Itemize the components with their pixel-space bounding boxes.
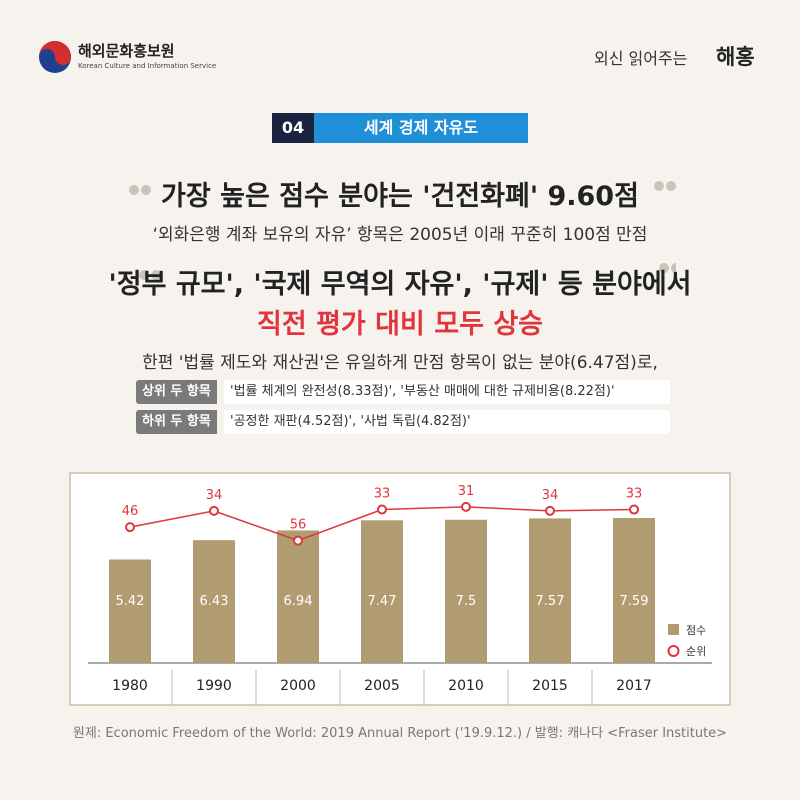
tag-key: 하위 두 항목 [136,410,217,434]
bar-value-label: 7.59 [620,594,649,609]
rank-point [293,535,303,546]
bar-value-label: 7.57 [536,594,565,609]
bar [361,520,403,663]
rank-label: 33 [626,487,643,502]
legend-label: 점수 [686,624,706,637]
badge-title: 세계 경제 자유도 [314,113,528,143]
x-tick-label: 2010 [448,678,484,694]
bar [193,540,235,663]
source: 원제: Economic Freedom of the World: 2019 … [72,726,728,741]
bar [445,519,487,663]
rank-label: 34 [542,488,559,503]
note: 한편 '법률 제도와 재산권'은 유일하게 만점 항목이 없는 분야(6.47점… [142,353,658,373]
badge-number: 04 [272,113,314,143]
rank-label: 46 [122,504,139,519]
x-tick-label: 2017 [616,678,652,694]
quote2-line2: 직전 평가 대비 모두 상승 [257,309,543,340]
quote-marks [129,181,676,280]
rank-label: 34 [206,488,223,503]
rank-label: 33 [374,487,391,502]
legend-label: 순위 [686,645,706,658]
bar [109,559,151,663]
bar-value-label: 6.94 [284,594,313,609]
rank-point [461,501,471,512]
x-tick-label: 2005 [364,678,400,694]
tag-value: '법률 체계의 완전성(8.33점)', '부동산 매매에 대한 규제비용(8.… [224,380,670,404]
quote1-headline: 가장 높은 점수 분야는 '건전화폐' 9.60점 [161,181,639,212]
x-tick-label: 1980 [112,678,148,694]
x-tick-label: 1990 [196,678,232,694]
rank-point [209,505,219,516]
legend-swatch [667,645,680,657]
legend-swatch [668,624,679,635]
rank-point [629,504,639,515]
bar-value-label: 5.42 [116,594,145,609]
rank-point [545,505,555,516]
bar [529,518,571,663]
bar-value-label: 7.5 [456,594,477,609]
quote2-line1: '정부 규모', '국제 무역의 자유', '규제' 등 분야에서 [108,269,692,300]
rank-label: 56 [290,518,307,533]
x-tick-label: 2000 [280,678,316,694]
quote1-sub: ‘외화은행 계좌 보유의 자유’ 항목은 2005년 이래 꾸준히 100점 만… [152,225,648,245]
x-tick-label: 2015 [532,678,568,694]
series-brand: 해홍 [716,45,755,69]
org-en: Korean Culture and Information Service [78,62,217,70]
rank-point [377,504,387,515]
tag-value: '공정한 재판(4.52점)', '사법 독립(4.82점)' [224,410,670,434]
series-name: 외신 읽어주는 [594,49,688,68]
logo [39,41,71,73]
rank-point [125,522,135,533]
tag-key: 상위 두 항목 [136,380,217,404]
bar [277,530,319,663]
org: 해외문화홍보원 [78,42,175,60]
rank-label: 31 [458,484,475,499]
bar-value-label: 6.43 [200,594,229,609]
bar [613,518,655,663]
bar-value-label: 7.47 [368,594,397,609]
